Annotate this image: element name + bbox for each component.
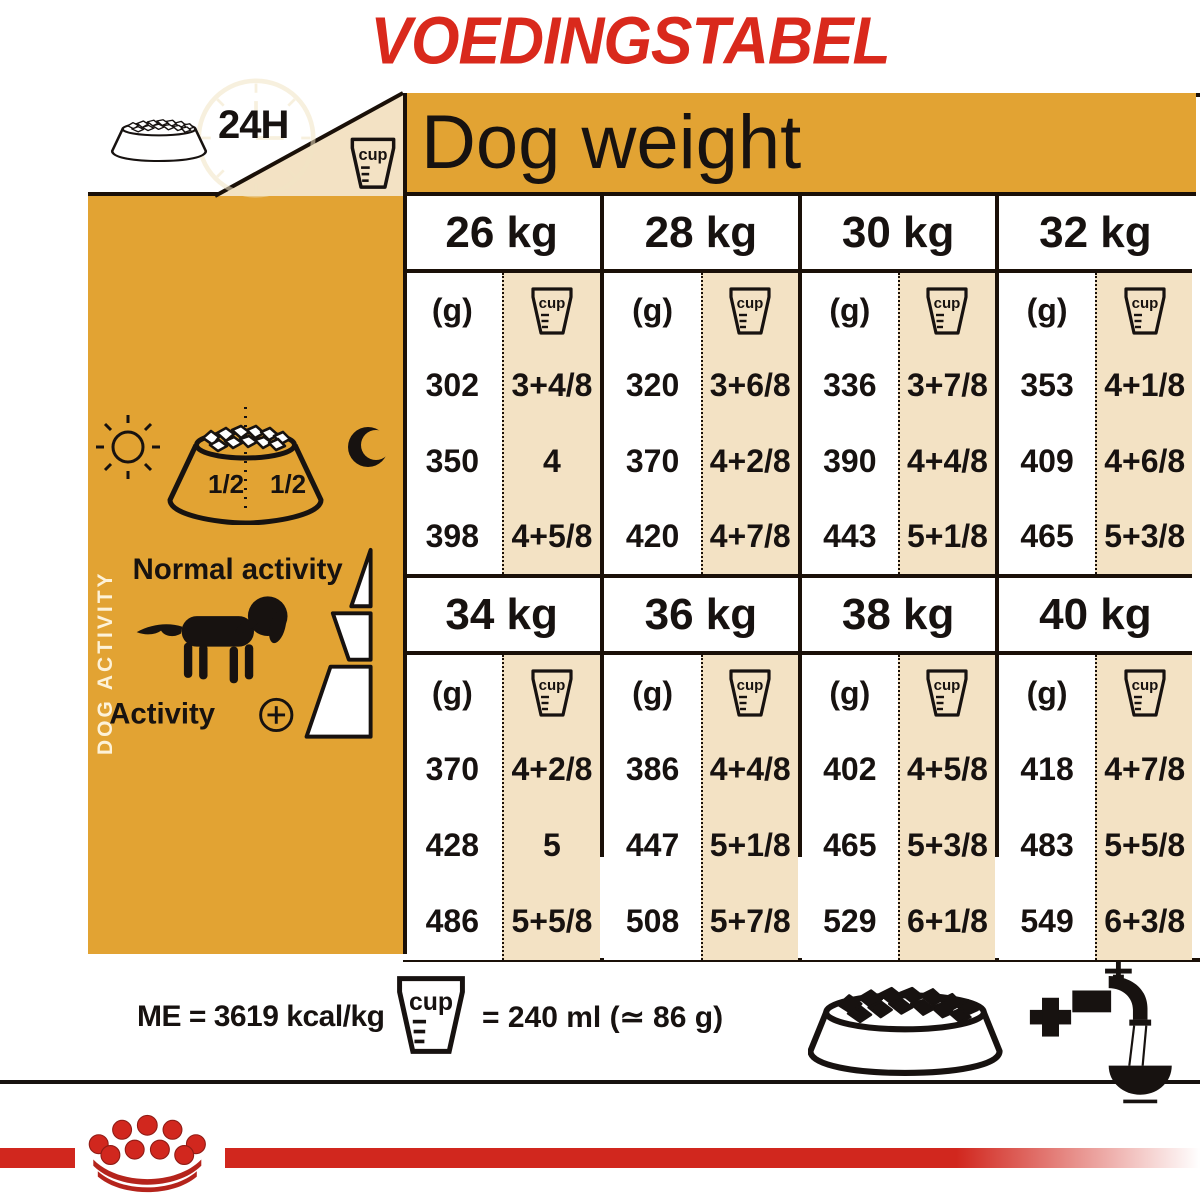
svg-text:cup: cup	[359, 146, 388, 164]
svg-text:cup: cup	[1131, 295, 1158, 312]
svg-text:1/2: 1/2	[208, 469, 244, 499]
svg-text:cup: cup	[539, 677, 566, 694]
svg-text:cup: cup	[934, 677, 961, 694]
svg-text:1/2: 1/2	[270, 469, 306, 499]
svg-text:cup: cup	[934, 295, 961, 312]
svg-text:Normal activity: Normal activity	[133, 553, 344, 586]
svg-text:cup: cup	[1131, 677, 1158, 694]
svg-text:cup: cup	[539, 295, 566, 312]
svg-text:cup: cup	[737, 677, 764, 694]
svg-text:cup: cup	[737, 295, 764, 312]
svg-text:Activity: Activity	[109, 698, 216, 731]
svg-text:cup: cup	[409, 989, 453, 1016]
